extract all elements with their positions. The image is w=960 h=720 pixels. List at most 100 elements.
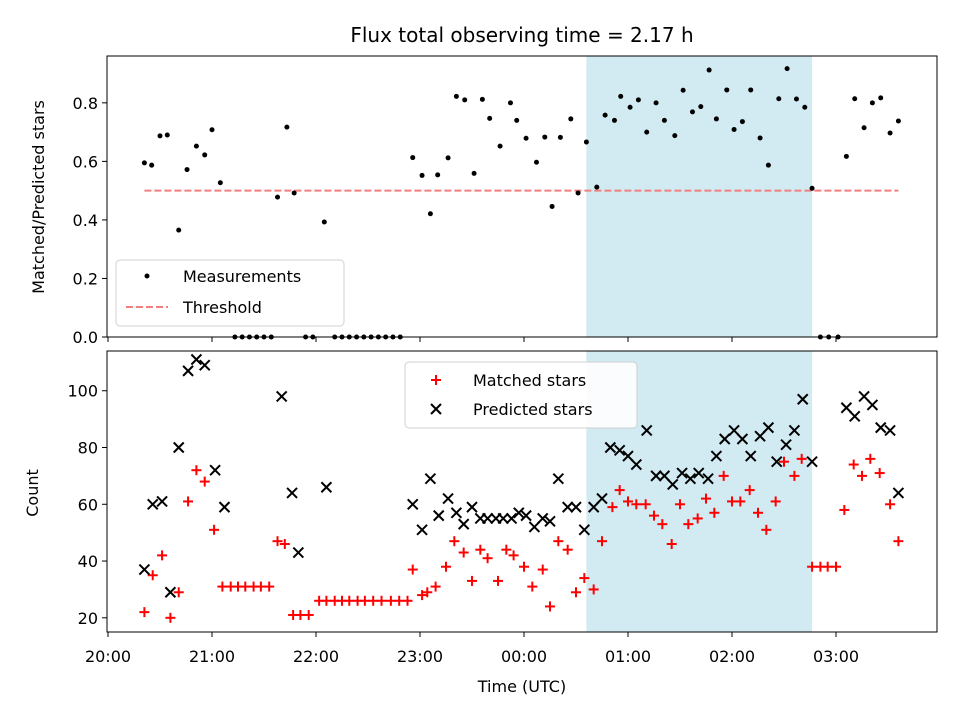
measurement-point — [784, 66, 790, 72]
measurement-point — [635, 97, 641, 103]
matched-star-point — [508, 550, 519, 561]
measurement-point — [184, 167, 190, 173]
bottom-y-tick-label: 80 — [78, 439, 98, 458]
measurement-point — [627, 104, 633, 110]
predicted-star-point — [407, 498, 419, 510]
measurement-point — [672, 133, 678, 139]
matched-star-point — [458, 547, 469, 558]
measurement-point — [427, 211, 433, 217]
measurement-point — [275, 194, 281, 200]
measurement-point — [739, 119, 745, 125]
measurement-points — [141, 66, 901, 340]
predicted-star-point — [466, 501, 478, 513]
matched-star-point — [753, 507, 763, 518]
predicted-star-point — [754, 430, 766, 442]
matched-star-point — [718, 470, 729, 481]
predicted-star-point — [693, 467, 705, 479]
predicted-star-point — [710, 450, 723, 462]
predicted-star-point — [457, 518, 470, 530]
bottom-legend: Matched stars Predicted stars — [404, 361, 638, 429]
predicted-star-point — [884, 424, 896, 437]
matched-star-point — [885, 499, 896, 510]
matched-star-point — [848, 459, 859, 470]
bottom-x-tick-label: 22:00 — [293, 647, 339, 666]
bottom-y-tick-label: 40 — [78, 552, 98, 571]
measurement-point — [523, 135, 529, 141]
matched-star-point — [857, 470, 867, 481]
top-panel: 0.00.20.40.60.8 Matched/Predicted stars … — [29, 55, 938, 347]
bottom-y-tick-label: 100 — [67, 382, 98, 401]
measurement-point — [895, 118, 901, 124]
measurement-point — [164, 132, 170, 138]
top-y-tick-label: 0.4 — [73, 211, 98, 230]
predicted-star-point — [173, 441, 185, 454]
matched-star-point — [657, 519, 668, 530]
predicted-star-point — [218, 501, 231, 513]
measurement-point — [291, 190, 297, 196]
top-legend-box — [115, 259, 345, 327]
predicted-star-point — [138, 563, 151, 576]
matched-star-point — [683, 519, 694, 530]
top-y-tick-label: 0.8 — [73, 94, 98, 113]
predicted-star-point — [505, 512, 518, 525]
bottom-x-tick-label: 01:00 — [605, 647, 651, 666]
predicted-star-point — [433, 509, 445, 522]
bottom-y-tick-label: 20 — [78, 609, 98, 628]
top-legend: Measurements Threshold — [115, 259, 345, 327]
predicted-star-point — [797, 393, 809, 405]
measurement-point — [568, 116, 574, 122]
matched-star-point — [417, 590, 428, 601]
matched-star-point — [449, 536, 460, 547]
predicted-star-point — [209, 464, 221, 476]
legend-predicted-marker — [430, 403, 442, 415]
matched-star-point — [874, 468, 885, 479]
matched-star-point — [649, 510, 659, 521]
top-y-tick-label: 0.0 — [73, 328, 98, 347]
measurement-point — [706, 67, 712, 73]
measurement-point — [542, 134, 548, 140]
matched-star-point — [744, 485, 755, 496]
matched-star-point — [139, 607, 150, 618]
measurement-point — [497, 143, 503, 149]
predicted-star-point — [702, 473, 714, 485]
predicted-star-point — [667, 478, 679, 491]
predicted-star-point — [544, 515, 556, 528]
measurement-point — [453, 93, 459, 99]
matched-star-point — [430, 581, 441, 592]
chart-title: Flux total observing time = 2.17 h — [350, 23, 693, 47]
measurement-point — [549, 203, 555, 209]
legend-matched-marker — [431, 375, 441, 385]
predicted-star-point — [416, 524, 428, 536]
predicted-star-point — [561, 501, 574, 513]
measurement-point — [748, 87, 754, 93]
predicted-star-point — [875, 421, 887, 434]
predicted-star-point — [736, 433, 749, 445]
measurement-point — [680, 87, 686, 93]
measurement-point — [471, 170, 477, 176]
bottom-x-ticks: 20:00 21:00 22:00 23:00 00:00 01:00 02:00 03:00 — [85, 632, 859, 666]
measurement-point — [843, 153, 849, 159]
measurement-point — [861, 125, 867, 131]
measurement-point — [575, 190, 581, 196]
matched-star-point — [588, 584, 599, 595]
measurement-point — [618, 93, 624, 99]
bottom-y-tick-label: 60 — [78, 495, 98, 514]
matched-star-point — [402, 595, 413, 606]
measurement-point — [202, 152, 208, 158]
predicted-star-point — [275, 390, 288, 403]
measurement-point — [209, 127, 215, 133]
predicted-star-point — [182, 365, 194, 377]
matched-star-point — [209, 524, 220, 535]
matched-star-point — [839, 504, 850, 515]
matched-star-point — [865, 453, 876, 464]
predicted-star-point — [806, 455, 818, 468]
matched-star-point — [770, 496, 781, 507]
matched-star-point — [761, 524, 772, 535]
predicted-star-point — [190, 353, 203, 366]
measurement-point — [869, 100, 875, 106]
matched-star-point — [422, 587, 433, 598]
matched-star-point — [692, 513, 703, 524]
measurement-point — [462, 97, 468, 103]
measurement-point — [698, 104, 704, 110]
measurement-point — [602, 112, 608, 118]
